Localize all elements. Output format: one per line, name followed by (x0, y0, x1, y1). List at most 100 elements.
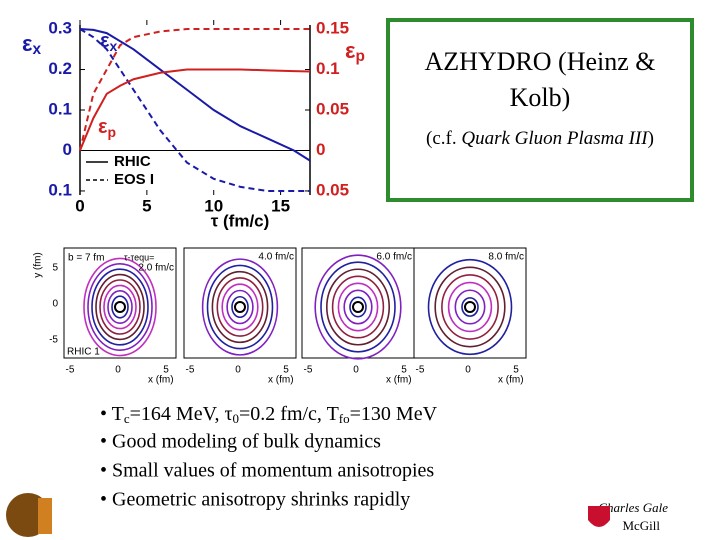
contour (107, 289, 133, 324)
note-italic: Quark Gluon Plasma III (461, 128, 649, 149)
bullet-text: • T (100, 403, 124, 425)
x-tick-label: 5 (142, 196, 151, 215)
contour (427, 258, 513, 356)
panel-x-label: x (fm) (498, 375, 524, 386)
contour (201, 258, 279, 356)
panel-x-tick: 0 (465, 365, 471, 376)
bullet-sub: fo (339, 411, 350, 426)
panel-x-tick: 5 (283, 365, 289, 376)
panel-x-tick: -5 (304, 365, 313, 376)
y-tick-label: 0 (63, 140, 72, 159)
contour-core (234, 301, 246, 313)
contour (454, 289, 486, 325)
contour (343, 289, 373, 325)
y-tick-label: 0.1 (48, 99, 72, 118)
panel-x-tick: 5 (513, 365, 519, 376)
contour (461, 297, 479, 317)
y2-tick-label: 0.1 (316, 59, 340, 78)
bullet-text: =130 MeV (350, 403, 438, 425)
x-tick-label: 10 (204, 196, 223, 215)
panel-x-label: x (fm) (268, 375, 294, 386)
title-box (386, 18, 694, 202)
contour (211, 270, 269, 344)
y-tick-label: 0.3 (48, 19, 72, 38)
contour (103, 284, 137, 330)
y2-axis-label-symbol: ε (345, 38, 356, 63)
series-line (79, 28, 310, 192)
panel-tau: τ-τequ= (124, 252, 154, 262)
x-tick-label: 0 (75, 196, 84, 215)
panel-y-tick: -5 (49, 335, 58, 346)
panel-x-tick: 5 (163, 365, 169, 376)
annotation-sub: x (110, 38, 118, 54)
bullet-text: τ (224, 403, 232, 425)
bullet-sub: c (124, 411, 130, 426)
panel-y-tick: 5 (52, 263, 58, 274)
bullet-sub: 0 (233, 411, 240, 426)
y2-tick-label: 0 (316, 140, 325, 159)
box-note: (c.f. Quark Gluon Plasma III) (426, 128, 654, 149)
panel-x-tick: -5 (186, 365, 195, 376)
contour (447, 281, 493, 333)
contour (91, 268, 149, 346)
panel-x-tick: 0 (115, 365, 121, 376)
y-axis-label: εx (22, 31, 41, 58)
contour (325, 268, 390, 346)
contour (83, 257, 157, 357)
panel-x-tick: 0 (353, 365, 359, 376)
annotation-sub: p (108, 124, 117, 140)
series-line (79, 28, 310, 151)
y2-axis-label: εp (345, 38, 365, 65)
annotation-symbol: ε (100, 30, 110, 52)
y2-tick-label: 0.05 (316, 99, 349, 118)
contour (337, 282, 379, 332)
contour (441, 274, 499, 340)
legend-label: RHIC (114, 153, 151, 170)
panel-x-tick: -5 (66, 365, 75, 376)
y2-axis-label-sub: p (355, 48, 364, 65)
contour-core (464, 301, 476, 313)
contour (99, 279, 141, 335)
y-tick-label: 0.2 (48, 59, 72, 78)
contour (231, 295, 249, 319)
x-axis-label: τ (fm/c) (211, 211, 270, 230)
panel-x-label: x (fm) (386, 375, 412, 386)
contour-core (114, 301, 126, 313)
footer-name: Charles Gale (598, 500, 668, 515)
panel-model: RHIC 1 (67, 347, 100, 358)
panel-y-label: y (fm) (33, 252, 44, 278)
contour (95, 273, 145, 341)
contour-core (352, 301, 364, 313)
contour (226, 289, 254, 325)
panel-time: 4.0 fm/c (258, 252, 294, 263)
panel-x-tick: 0 (235, 365, 241, 376)
contour (206, 264, 274, 350)
note-prefix: (c.f. (426, 128, 461, 149)
y2-tick-label: 0.15 (316, 19, 349, 38)
bullet: • Small values of momentum anisotropies (100, 460, 434, 482)
contour (434, 266, 506, 348)
x-tick-label: 15 (271, 196, 290, 215)
panel-x-tick: 5 (401, 365, 407, 376)
bullet: • Good modeling of bulk dynamics (100, 431, 381, 453)
contour (221, 283, 259, 331)
contour (349, 296, 367, 318)
panel-time: 6.0 fm/c (376, 252, 412, 263)
contour (87, 262, 153, 351)
series-line (79, 68, 311, 151)
legend-label: EOS I (114, 171, 154, 188)
contour (331, 275, 385, 339)
panel-time: 2.0 fm/c (138, 263, 174, 274)
bullet: • Geometric anisotropy shrinks rapidly (100, 489, 410, 511)
series-line (79, 28, 311, 162)
contour (314, 254, 402, 360)
annotation: εx (100, 30, 118, 53)
contour (320, 261, 396, 353)
bullet-text: =0.2 fm/c, T (239, 403, 339, 425)
panel-time: 8.0 fm/c (488, 252, 524, 263)
mcgill-logo (588, 506, 610, 527)
annotation-symbol: ε (98, 116, 108, 138)
conference-logo-bar (38, 498, 52, 534)
footer-place: McGill (622, 518, 660, 533)
